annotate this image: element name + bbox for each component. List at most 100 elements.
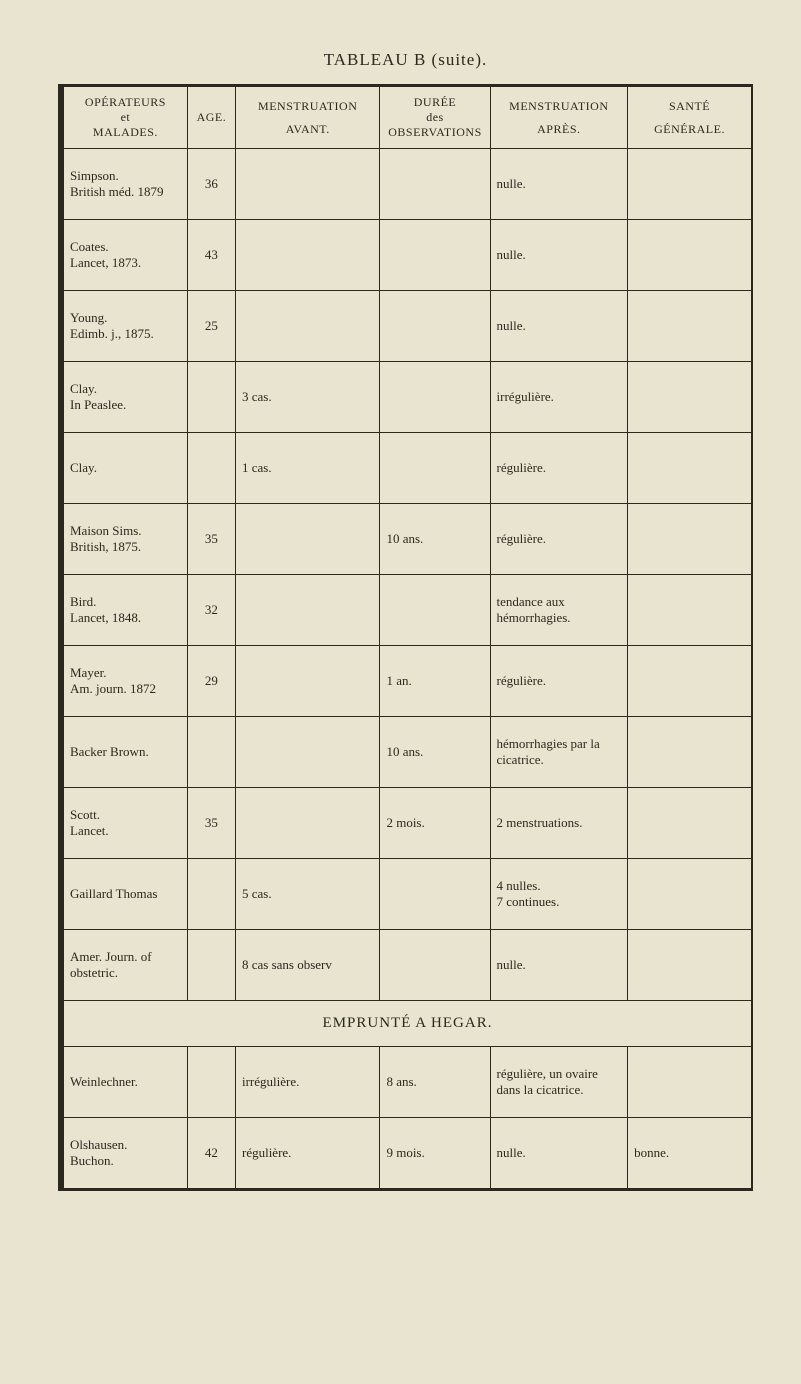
cell-text: nulle.: [497, 247, 622, 263]
page-scan: TABLEAU B (suite). OPÉRATEURS et MALADES…: [0, 0, 801, 1231]
cell-age: [187, 1047, 235, 1118]
cell-apres: hémorrhagies par la cicatrice.: [490, 717, 628, 788]
cell-operateur: Scott.Lancet.: [64, 788, 188, 859]
header-text: MALADES.: [68, 125, 183, 140]
table-row: Clay.In Peaslee.3 cas.irrégulière.: [64, 362, 752, 433]
cell-text: régulière.: [497, 673, 622, 689]
cell-age: [187, 859, 235, 930]
cell-text: nulle.: [497, 176, 622, 192]
cell-avant: 1 cas.: [235, 433, 379, 504]
cell-apres: nulle.: [490, 220, 628, 291]
cell-observations: 10 ans.: [380, 504, 490, 575]
table-row: Backer Brown.10 ans.hémorrhagies par la …: [64, 717, 752, 788]
header-text: OBSERVATIONS: [384, 125, 485, 140]
table-row: Weinlechner. irrégulière.8 ans.régulière,…: [64, 1047, 752, 1118]
cell-age: [187, 433, 235, 504]
cell-text: Young.: [70, 310, 181, 326]
cell-text: obstetric.: [70, 965, 181, 981]
cell-observations: 9 mois.: [380, 1118, 490, 1189]
cell-operateur: Gaillard Thomas: [64, 859, 188, 930]
cell-sante: bonne.: [628, 1118, 752, 1189]
cell-apres: 2 menstruations.: [490, 788, 628, 859]
cell-text: Lancet, 1873.: [70, 255, 181, 271]
cell-operateur: Coates.Lancet, 1873.: [64, 220, 188, 291]
table-body-secondary: Weinlechner. irrégulière.8 ans.régulière,…: [64, 1047, 752, 1189]
cell-apres: irrégulière.: [490, 362, 628, 433]
table-row: Bird.Lancet, 1848.32tendance aux hémorrh…: [64, 575, 752, 646]
cell-apres: nulle.: [490, 1118, 628, 1189]
table-row: Amer. Journ. ofobstetric.8 cas sans obse…: [64, 930, 752, 1001]
cell-operateur: Clay.: [64, 433, 188, 504]
cell-age: 43: [187, 220, 235, 291]
cell-operateur: Clay.In Peaslee.: [64, 362, 188, 433]
cell-avant: [235, 504, 379, 575]
tableau-b: OPÉRATEURS et MALADES. AGE. MENSTRUATION…: [63, 86, 752, 1189]
cell-observations: 1 an.: [380, 646, 490, 717]
col-header-sante: SANTÉ GÉNÉRALE.: [628, 87, 752, 149]
cell-avant: [235, 646, 379, 717]
table-row: Coates.Lancet, 1873.43 nulle.: [64, 220, 752, 291]
header-text: OPÉRATEURS: [68, 95, 183, 110]
cell-operateur: Olshausen.Buchon.: [64, 1118, 188, 1189]
cell-avant: régulière.: [235, 1118, 379, 1189]
table-section-divider: EMPRUNTÉ A HEGAR.: [64, 1001, 752, 1047]
cell-apres: tendance aux hémorrhagies.: [490, 575, 628, 646]
cell-text: nulle.: [497, 318, 622, 334]
header-text: AVANT.: [240, 122, 375, 137]
table-row: Maison Sims.British, 1875.3510 ans.régul…: [64, 504, 752, 575]
table-header-row: OPÉRATEURS et MALADES. AGE. MENSTRUATION…: [64, 87, 752, 149]
cell-sante: [628, 1047, 752, 1118]
cell-operateur: Mayer.Am. journ. 1872: [64, 646, 188, 717]
cell-age: 29: [187, 646, 235, 717]
cell-apres: régulière.: [490, 646, 628, 717]
cell-sante: [628, 291, 752, 362]
cell-text: Weinlechner.: [70, 1074, 181, 1090]
header-text: APRÈS.: [495, 122, 624, 137]
cell-sante: [628, 220, 752, 291]
cell-text: Amer. Journ. of: [70, 949, 181, 965]
cell-text: In Peaslee.: [70, 397, 181, 413]
cell-avant: [235, 220, 379, 291]
cell-sante: [628, 504, 752, 575]
cell-observations: 8 ans.: [380, 1047, 490, 1118]
cell-text: Clay.: [70, 381, 181, 397]
cell-age: [187, 717, 235, 788]
cell-sante: [628, 717, 752, 788]
cell-operateur: Weinlechner.: [64, 1047, 188, 1118]
cell-operateur: Backer Brown.: [64, 717, 188, 788]
cell-age: [187, 930, 235, 1001]
cell-text: 7 continues.: [497, 894, 622, 910]
cell-text: nulle.: [497, 1145, 622, 1161]
cell-age: 36: [187, 149, 235, 220]
cell-text: Simpson.: [70, 168, 181, 184]
cell-operateur: Amer. Journ. ofobstetric.: [64, 930, 188, 1001]
cell-text: régulière, un ovaire dans la cicatrice.: [497, 1066, 622, 1098]
cell-sante: [628, 930, 752, 1001]
table-title: TABLEAU B (suite).: [58, 50, 753, 70]
cell-text: Buchon.: [70, 1153, 181, 1169]
cell-text: Mayer.: [70, 665, 181, 681]
cell-observations: [380, 220, 490, 291]
table-row: Mayer.Am. journ. 187229 1 an. régulière.: [64, 646, 752, 717]
cell-avant: [235, 788, 379, 859]
cell-text: irrégulière.: [497, 389, 622, 405]
cell-observations: [380, 930, 490, 1001]
cell-operateur: Bird.Lancet, 1848.: [64, 575, 188, 646]
cell-avant: [235, 149, 379, 220]
header-text: MENSTRUATION: [495, 99, 624, 114]
cell-observations: 2 mois.: [380, 788, 490, 859]
cell-text: tendance aux hémorrhagies.: [497, 594, 622, 626]
table-body-main: Simpson.British méd. 187936nulle.Coates.…: [64, 149, 752, 1001]
cell-apres: régulière, un ovaire dans la cicatrice.: [490, 1047, 628, 1118]
cell-sante: [628, 149, 752, 220]
cell-text: Scott.: [70, 807, 181, 823]
cell-avant: irrégulière.: [235, 1047, 379, 1118]
header-text: MENSTRUATION: [240, 99, 375, 114]
table-row: Gaillard Thomas5 cas.4 nulles.7 continue…: [64, 859, 752, 930]
cell-apres: 4 nulles.7 continues.: [490, 859, 628, 930]
cell-text: Olshausen.: [70, 1137, 181, 1153]
section-header: EMPRUNTÉ A HEGAR.: [64, 1001, 752, 1047]
cell-text: Lancet, 1848.: [70, 610, 181, 626]
cell-sante: [628, 362, 752, 433]
header-text: GÉNÉRALE.: [632, 122, 747, 137]
